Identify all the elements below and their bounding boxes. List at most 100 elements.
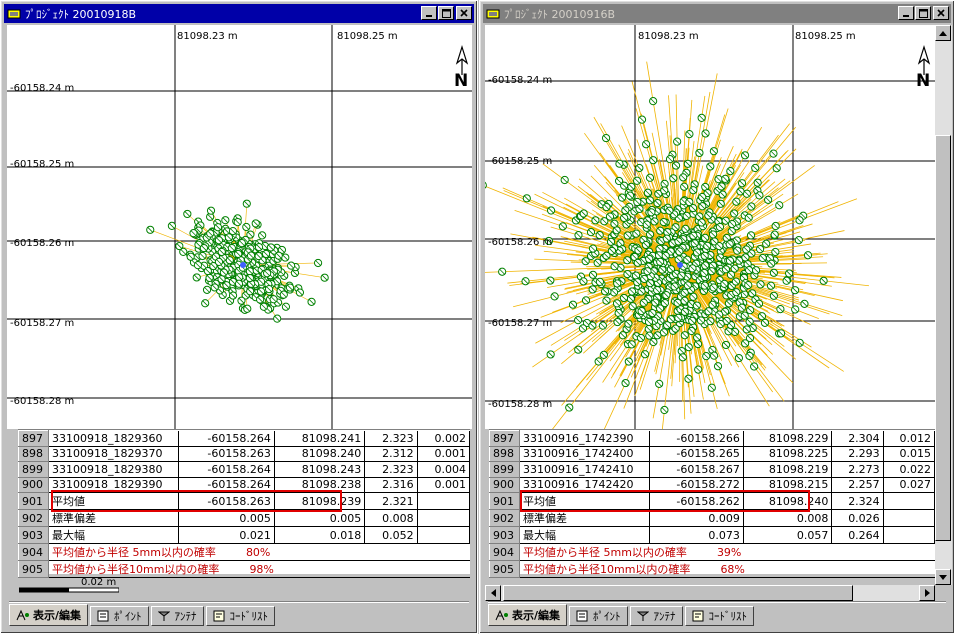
scroll-up-button[interactable] bbox=[935, 25, 951, 41]
cell-h[interactable]: 2.323 bbox=[364, 461, 418, 478]
cell-d[interactable]: 0.004 bbox=[417, 461, 471, 478]
cell-id[interactable]: 33100918_1829380 bbox=[48, 461, 179, 478]
table-row[interactable]: 901 平均値 -60158.263 81098.239 2.321 bbox=[18, 492, 471, 510]
cell-y[interactable]: 0.005 bbox=[178, 509, 275, 527]
project-window-left[interactable]: ﾌﾟﾛｼﾞｪｸﾄ 20010918B 81098.23 m 81098.25 m… bbox=[0, 0, 478, 634]
row-number[interactable]: 898 bbox=[489, 445, 520, 462]
cell-h[interactable]: 0.026 bbox=[831, 509, 884, 527]
probability-row[interactable]: 904 平均値から半径 5mm以内の確率 80% bbox=[18, 543, 470, 561]
cell-y[interactable]: -60158.264 bbox=[178, 430, 275, 447]
cell-y[interactable]: -60158.265 bbox=[649, 446, 744, 462]
cell-x[interactable]: 0.018 bbox=[274, 526, 366, 544]
row-number[interactable]: 904 bbox=[489, 543, 520, 561]
cell-d[interactable]: 0.001 bbox=[417, 446, 471, 462]
table-row[interactable]: 898 33100918_1829370 -60158.263 81098.240 2.… bbox=[18, 445, 471, 462]
cell-id[interactable]: 33100916_1742390 bbox=[519, 430, 650, 447]
row-number[interactable]: 899 bbox=[18, 461, 49, 478]
cell-id[interactable]: 33100916_1742400 bbox=[519, 446, 650, 462]
tab-bar[interactable]: 表示/編集 ﾎﾟｲﾝﾄ ｱﾝﾃﾅ ｺｰﾄﾞﾘｽﾄ bbox=[9, 604, 277, 628]
cell-h[interactable]: 0.008 bbox=[364, 509, 418, 527]
probability-row[interactable]: 904 平均値から半径 5mm以内の確率 39% bbox=[489, 543, 935, 561]
cell-d[interactable] bbox=[883, 492, 936, 510]
tab-bar[interactable]: 表示/編集 ﾎﾟｲﾝﾄ ｱﾝﾃﾅ ｺｰﾄﾞﾘｽﾄ bbox=[488, 604, 756, 628]
cell-x[interactable]: 81098.238 bbox=[274, 477, 366, 493]
row-number[interactable]: 897 bbox=[489, 430, 520, 447]
scroll-left-button[interactable] bbox=[485, 585, 501, 601]
cell-id[interactable]: 33100916_1742410 bbox=[519, 461, 650, 478]
cell-y[interactable]: 0.073 bbox=[649, 526, 744, 544]
cell-y[interactable]: 0.021 bbox=[178, 526, 275, 544]
tab-code-list[interactable]: ｺｰﾄﾞﾘｽﾄ bbox=[684, 606, 755, 626]
cell-id[interactable]: 平均値 bbox=[48, 492, 179, 510]
cell-y[interactable]: -60158.267 bbox=[649, 461, 744, 478]
table-row[interactable]: 902 標準偏差 0.005 0.005 0.008 bbox=[18, 509, 471, 527]
cell-x[interactable]: 81098.219 bbox=[743, 461, 833, 478]
cell-id[interactable]: 33100918_1829360 bbox=[48, 430, 179, 447]
plot-canvas[interactable]: 81098.23 m 81098.25 m -60158.24 m -60158… bbox=[485, 25, 935, 429]
cell-h[interactable]: 2.257 bbox=[831, 477, 884, 493]
scroll-down-button[interactable] bbox=[935, 569, 951, 585]
table-row[interactable]: 899 33100916_1742410 -60158.267 81098.219 2.… bbox=[489, 461, 936, 478]
cell-x[interactable]: 81098.215 bbox=[743, 477, 833, 493]
row-number[interactable]: 901 bbox=[18, 492, 49, 510]
tab-display-edit[interactable]: 表示/編集 bbox=[488, 604, 568, 626]
cell-h[interactable]: 2.323 bbox=[364, 430, 418, 447]
cell-h[interactable]: 2.321 bbox=[364, 492, 418, 510]
cell-x[interactable]: 81098.239 bbox=[274, 492, 366, 510]
table-row[interactable]: 900 33100916_1742420 -60158.272 81098.215 2.… bbox=[489, 476, 936, 493]
cell-id[interactable]: 標準偏差 bbox=[519, 509, 650, 527]
cell-id[interactable]: 標準偏差 bbox=[48, 509, 179, 527]
cell-h[interactable]: 0.052 bbox=[364, 526, 418, 544]
row-number[interactable]: 903 bbox=[489, 526, 520, 544]
cell-x[interactable]: 81098.240 bbox=[743, 492, 833, 510]
cell-y[interactable]: -60158.263 bbox=[178, 446, 275, 462]
cell-h[interactable]: 2.293 bbox=[831, 446, 884, 462]
cell-d[interactable]: 0.015 bbox=[883, 446, 936, 462]
tab-code-list[interactable]: ｺｰﾄﾞﾘｽﾄ bbox=[205, 606, 276, 626]
row-number[interactable]: 900 bbox=[489, 476, 520, 493]
close-button[interactable] bbox=[456, 6, 472, 20]
cell-d[interactable]: 0.002 bbox=[417, 430, 471, 447]
cell-d[interactable] bbox=[883, 509, 936, 527]
cell-d[interactable] bbox=[417, 492, 471, 510]
plot-canvas[interactable]: 81098.23 m 81098.25 m -60158.24 m -60158… bbox=[7, 25, 472, 429]
cell-x[interactable]: 81098.241 bbox=[274, 430, 366, 447]
table-row[interactable]: 897 33100918_1829360 -60158.264 81098.241 2.… bbox=[18, 430, 471, 447]
probability-row[interactable]: 905 平均値から半径10mm以内の確率 98% bbox=[18, 560, 470, 578]
cell-h[interactable]: 2.304 bbox=[831, 430, 884, 447]
cell-id[interactable]: 最大幅 bbox=[519, 526, 650, 544]
cell-x[interactable]: 0.057 bbox=[743, 526, 833, 544]
row-number[interactable]: 905 bbox=[489, 560, 520, 578]
cell-y[interactable]: -60158.264 bbox=[178, 461, 275, 478]
table-row[interactable]: 897 33100916_1742390 -60158.266 81098.229 2.… bbox=[489, 430, 936, 447]
title-bar[interactable]: ﾌﾟﾛｼﾞｪｸﾄ 20010918B bbox=[4, 4, 474, 23]
tab-point[interactable]: ﾎﾟｲﾝﾄ bbox=[569, 606, 628, 626]
row-number[interactable]: 897 bbox=[18, 430, 49, 447]
cell-y[interactable]: -60158.272 bbox=[649, 477, 744, 493]
row-number[interactable]: 905 bbox=[18, 560, 49, 578]
row-number[interactable]: 901 bbox=[489, 492, 520, 510]
cell-id[interactable]: 最大幅 bbox=[48, 526, 179, 544]
table-row[interactable]: 900 33100918_1829390 -60158.264 81098.238 2.… bbox=[18, 476, 471, 493]
tab-antenna[interactable]: ｱﾝﾃﾅ bbox=[150, 606, 204, 626]
tab-point[interactable]: ﾎﾟｲﾝﾄ bbox=[90, 606, 149, 626]
scroll-right-button[interactable] bbox=[919, 585, 935, 601]
cell-y[interactable]: -60158.263 bbox=[178, 492, 275, 510]
tab-antenna[interactable]: ｱﾝﾃﾅ bbox=[629, 606, 683, 626]
probability-row[interactable]: 905 平均値から半径10mm以内の確率 68% bbox=[489, 560, 935, 578]
cell-id[interactable]: 平均値 bbox=[519, 492, 650, 510]
table-row[interactable]: 901 平均値 -60158.262 81098.240 2.324 bbox=[489, 492, 936, 510]
horizontal-scrollbar[interactable] bbox=[485, 585, 935, 601]
row-number[interactable]: 898 bbox=[18, 445, 49, 462]
cell-x[interactable]: 81098.229 bbox=[743, 430, 833, 447]
data-table[interactable]: 897 33100916_1742390 -60158.266 81098.229 2.… bbox=[489, 429, 936, 578]
cell-id[interactable]: 33100918_1829370 bbox=[48, 446, 179, 462]
tab-display-edit[interactable]: 表示/編集 bbox=[9, 604, 89, 626]
scroll-thumb[interactable] bbox=[503, 585, 853, 601]
title-bar[interactable]: ﾌﾟﾛｼﾞｪｸﾄ 20010916B bbox=[483, 4, 951, 23]
cell-h[interactable]: 2.316 bbox=[364, 477, 418, 493]
cell-h[interactable]: 2.324 bbox=[831, 492, 884, 510]
cell-d[interactable]: 0.022 bbox=[883, 461, 936, 478]
table-row[interactable]: 898 33100916_1742400 -60158.265 81098.225 2.… bbox=[489, 445, 936, 462]
cell-d[interactable] bbox=[417, 509, 471, 527]
